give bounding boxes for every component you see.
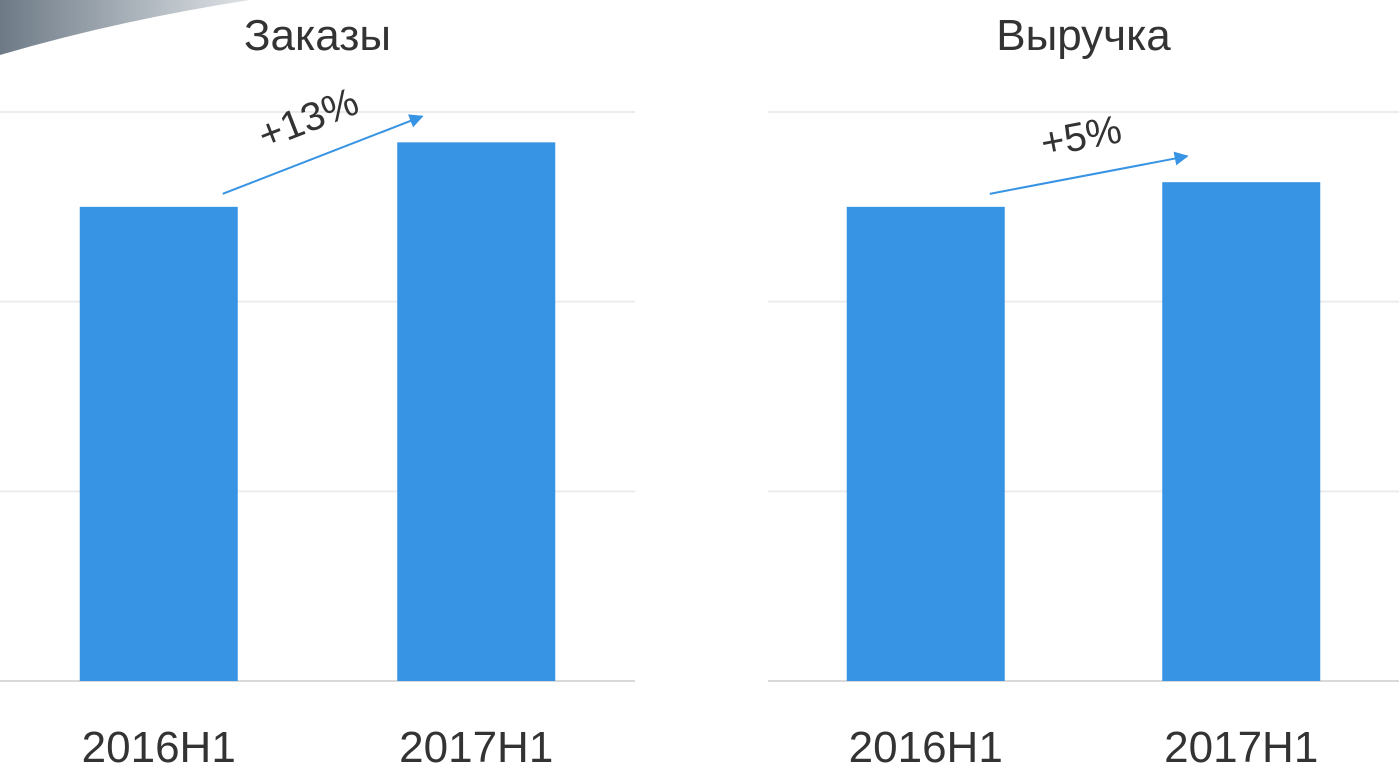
growth-arrow (222, 114, 424, 195)
chart-title: Выручка (996, 11, 1171, 60)
growth-arrow (989, 151, 1189, 195)
x-tick-label: 2016H1 (82, 723, 236, 772)
bar (397, 142, 556, 681)
growth-label: +5% (1037, 107, 1125, 165)
chart-title: Заказы (244, 11, 391, 60)
x-tick-label: 2017H1 (399, 723, 553, 772)
bar (846, 206, 1005, 682)
x-tick-label: 2016H1 (849, 723, 1003, 772)
bar (1162, 182, 1321, 681)
x-tick-label: 2017H1 (1164, 723, 1318, 772)
decoration (0, 0, 250, 55)
bar (79, 206, 238, 682)
